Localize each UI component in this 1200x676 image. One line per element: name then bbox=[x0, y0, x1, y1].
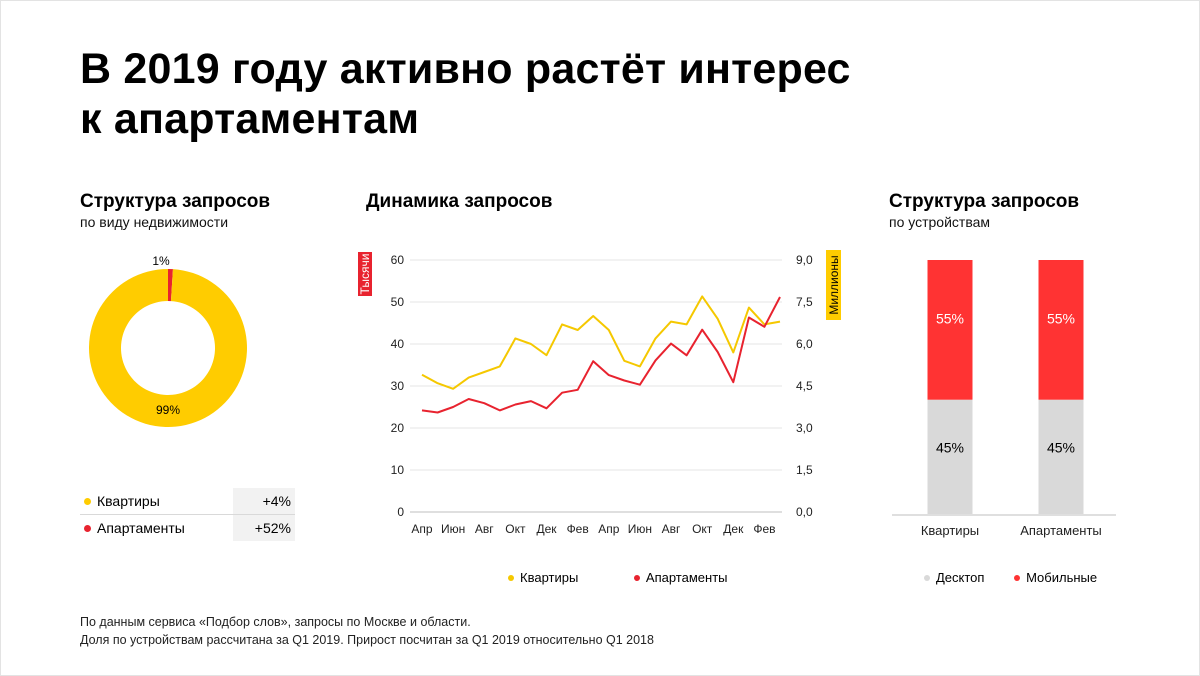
y-axis-title-bg bbox=[358, 252, 372, 296]
donut-slice-flats bbox=[88, 269, 247, 427]
legend-label-mobile: Мобильные bbox=[1026, 570, 1098, 585]
series-line-apartments bbox=[421, 296, 781, 414]
footnote-line2: Доля по устройствам рассчитана за Q1 201… bbox=[80, 633, 654, 647]
y-tick-label: 10 bbox=[391, 463, 405, 477]
growth-label-flats: Квартиры bbox=[97, 493, 160, 509]
legend-label-desktop: Десктоп bbox=[936, 570, 985, 585]
stacked-bar-chart: 45% 55% Квартиры 45% 55% Апартаменты bbox=[892, 260, 1116, 538]
donut-slice-apartments bbox=[168, 269, 173, 302]
y2-tick-label: 0,0 bbox=[796, 505, 813, 519]
legend-label-apartments: Апартаменты bbox=[645, 570, 728, 585]
x-tick-label: Дек bbox=[723, 522, 744, 536]
bar-label-desktop: 45% bbox=[1047, 440, 1075, 456]
y2-tick-label: 7,5 bbox=[796, 295, 813, 309]
y2-tick-label: 9,0 bbox=[796, 253, 813, 267]
slide-title-line1: В 2019 году активно растёт интерес bbox=[80, 45, 851, 93]
x-tick-label: Фев bbox=[567, 522, 589, 536]
bar-category-label: Квартиры bbox=[921, 523, 979, 538]
legend-item-flats: Квартиры bbox=[508, 570, 578, 585]
x-tick-label: Апр bbox=[411, 522, 433, 536]
bar-label-mobile: 55% bbox=[1047, 311, 1075, 327]
y-tick-label: 60 bbox=[391, 253, 405, 267]
slide-title-line2: к апартаментам bbox=[80, 95, 420, 143]
right-section-title: Структура запросов bbox=[889, 191, 1080, 212]
growth-value-flats: +4% bbox=[233, 488, 295, 514]
left-section-subtitle: по виду недвижимости bbox=[80, 214, 229, 230]
bar-category-label: Апартаменты bbox=[1020, 523, 1102, 538]
legend-dot-desktop bbox=[924, 574, 930, 581]
y-tick-label: 30 bbox=[391, 379, 405, 393]
y-tick-label: 40 bbox=[391, 337, 405, 351]
bar-chart-legend: Десктоп Мобильные bbox=[924, 570, 1097, 585]
bar-segment-mobile bbox=[927, 260, 973, 400]
series-line-flats bbox=[421, 295, 781, 390]
bar-segment-mobile bbox=[1038, 260, 1084, 400]
x-tick-label: Окт bbox=[692, 522, 713, 536]
apartments-legend-dot bbox=[84, 525, 91, 532]
left-section-title: Структура запросов bbox=[80, 191, 271, 212]
x-tick-label: Окт bbox=[505, 522, 526, 536]
x-tick-label: Июн bbox=[628, 522, 652, 536]
growth-row-apartments-flats: Квартиры +4% bbox=[80, 488, 295, 514]
donut-label-flats: 99% bbox=[156, 403, 180, 417]
line-chart-legend: Квартиры Апартаменты bbox=[508, 570, 728, 585]
growth-label-apartments: Апартаменты bbox=[97, 520, 185, 536]
x-tick-label: Июн bbox=[441, 522, 465, 536]
x-tick-label: Дек bbox=[536, 522, 557, 536]
y-tick-label: 0 bbox=[397, 505, 404, 519]
y2-axis-title-bg bbox=[826, 250, 841, 320]
donut-chart: 1% 99% bbox=[88, 254, 247, 427]
bar-segment-desktop bbox=[927, 399, 973, 514]
footnote-line1: По данным сервиса «Подбор слов», запросы… bbox=[80, 615, 471, 629]
y2-tick-label: 6,0 bbox=[796, 337, 813, 351]
growth-row-apartments: Апартаменты +52% bbox=[80, 514, 295, 541]
x-tick-label: Авг bbox=[662, 522, 681, 536]
bar-label-desktop: 45% bbox=[936, 440, 964, 456]
bar-label-mobile: 55% bbox=[936, 311, 964, 327]
x-tick-label: Фев bbox=[753, 522, 775, 536]
x-tick-label: Апр bbox=[598, 522, 620, 536]
legend-item-mobile: Мобильные bbox=[1014, 570, 1097, 585]
footnote: По данным сервиса «Подбор слов», запросы… bbox=[80, 613, 654, 649]
growth-value-apartments: +52% bbox=[233, 515, 295, 541]
y2-axis-title: Миллионы bbox=[827, 255, 841, 314]
legend-item-desktop: Десктоп bbox=[924, 570, 984, 585]
y-tick-label: 50 bbox=[391, 295, 405, 309]
middle-section-title: Динамика запросов bbox=[366, 191, 553, 212]
growth-table: Квартиры +4% Апартаменты +52% bbox=[80, 488, 295, 541]
y-axis-title-badge: Тысячи bbox=[358, 252, 372, 296]
flats-legend-dot bbox=[84, 498, 91, 505]
slide-title: В 2019 году активно растёт интерес к апа… bbox=[80, 44, 851, 144]
line-chart: 0 0,0 10 1,5 20 3,0 30 4,5 40 6,0 50 7,5 60 9,0 Тысячи… bbox=[358, 250, 841, 536]
legend-dot-mobile bbox=[1014, 574, 1021, 581]
bar-segment-desktop bbox=[1038, 399, 1084, 514]
legend-dot-apartments bbox=[633, 574, 640, 581]
legend-item-apartments: Апартаменты bbox=[633, 570, 728, 585]
legend-dot-flats bbox=[508, 574, 514, 581]
right-section-subtitle: по устройствам bbox=[889, 214, 991, 230]
y-axis-title: Тысячи bbox=[358, 254, 372, 295]
y2-axis-title-badge: Миллионы bbox=[826, 250, 841, 320]
y2-tick-label: 4,5 bbox=[796, 379, 813, 393]
y-tick-label: 20 bbox=[391, 421, 405, 435]
donut-label-apartments: 1% bbox=[152, 254, 170, 268]
y2-tick-label: 1,5 bbox=[796, 463, 813, 477]
legend-label-flats: Квартиры bbox=[520, 570, 579, 585]
y2-tick-label: 3,0 bbox=[796, 421, 813, 435]
x-tick-label: Авг bbox=[475, 522, 494, 536]
